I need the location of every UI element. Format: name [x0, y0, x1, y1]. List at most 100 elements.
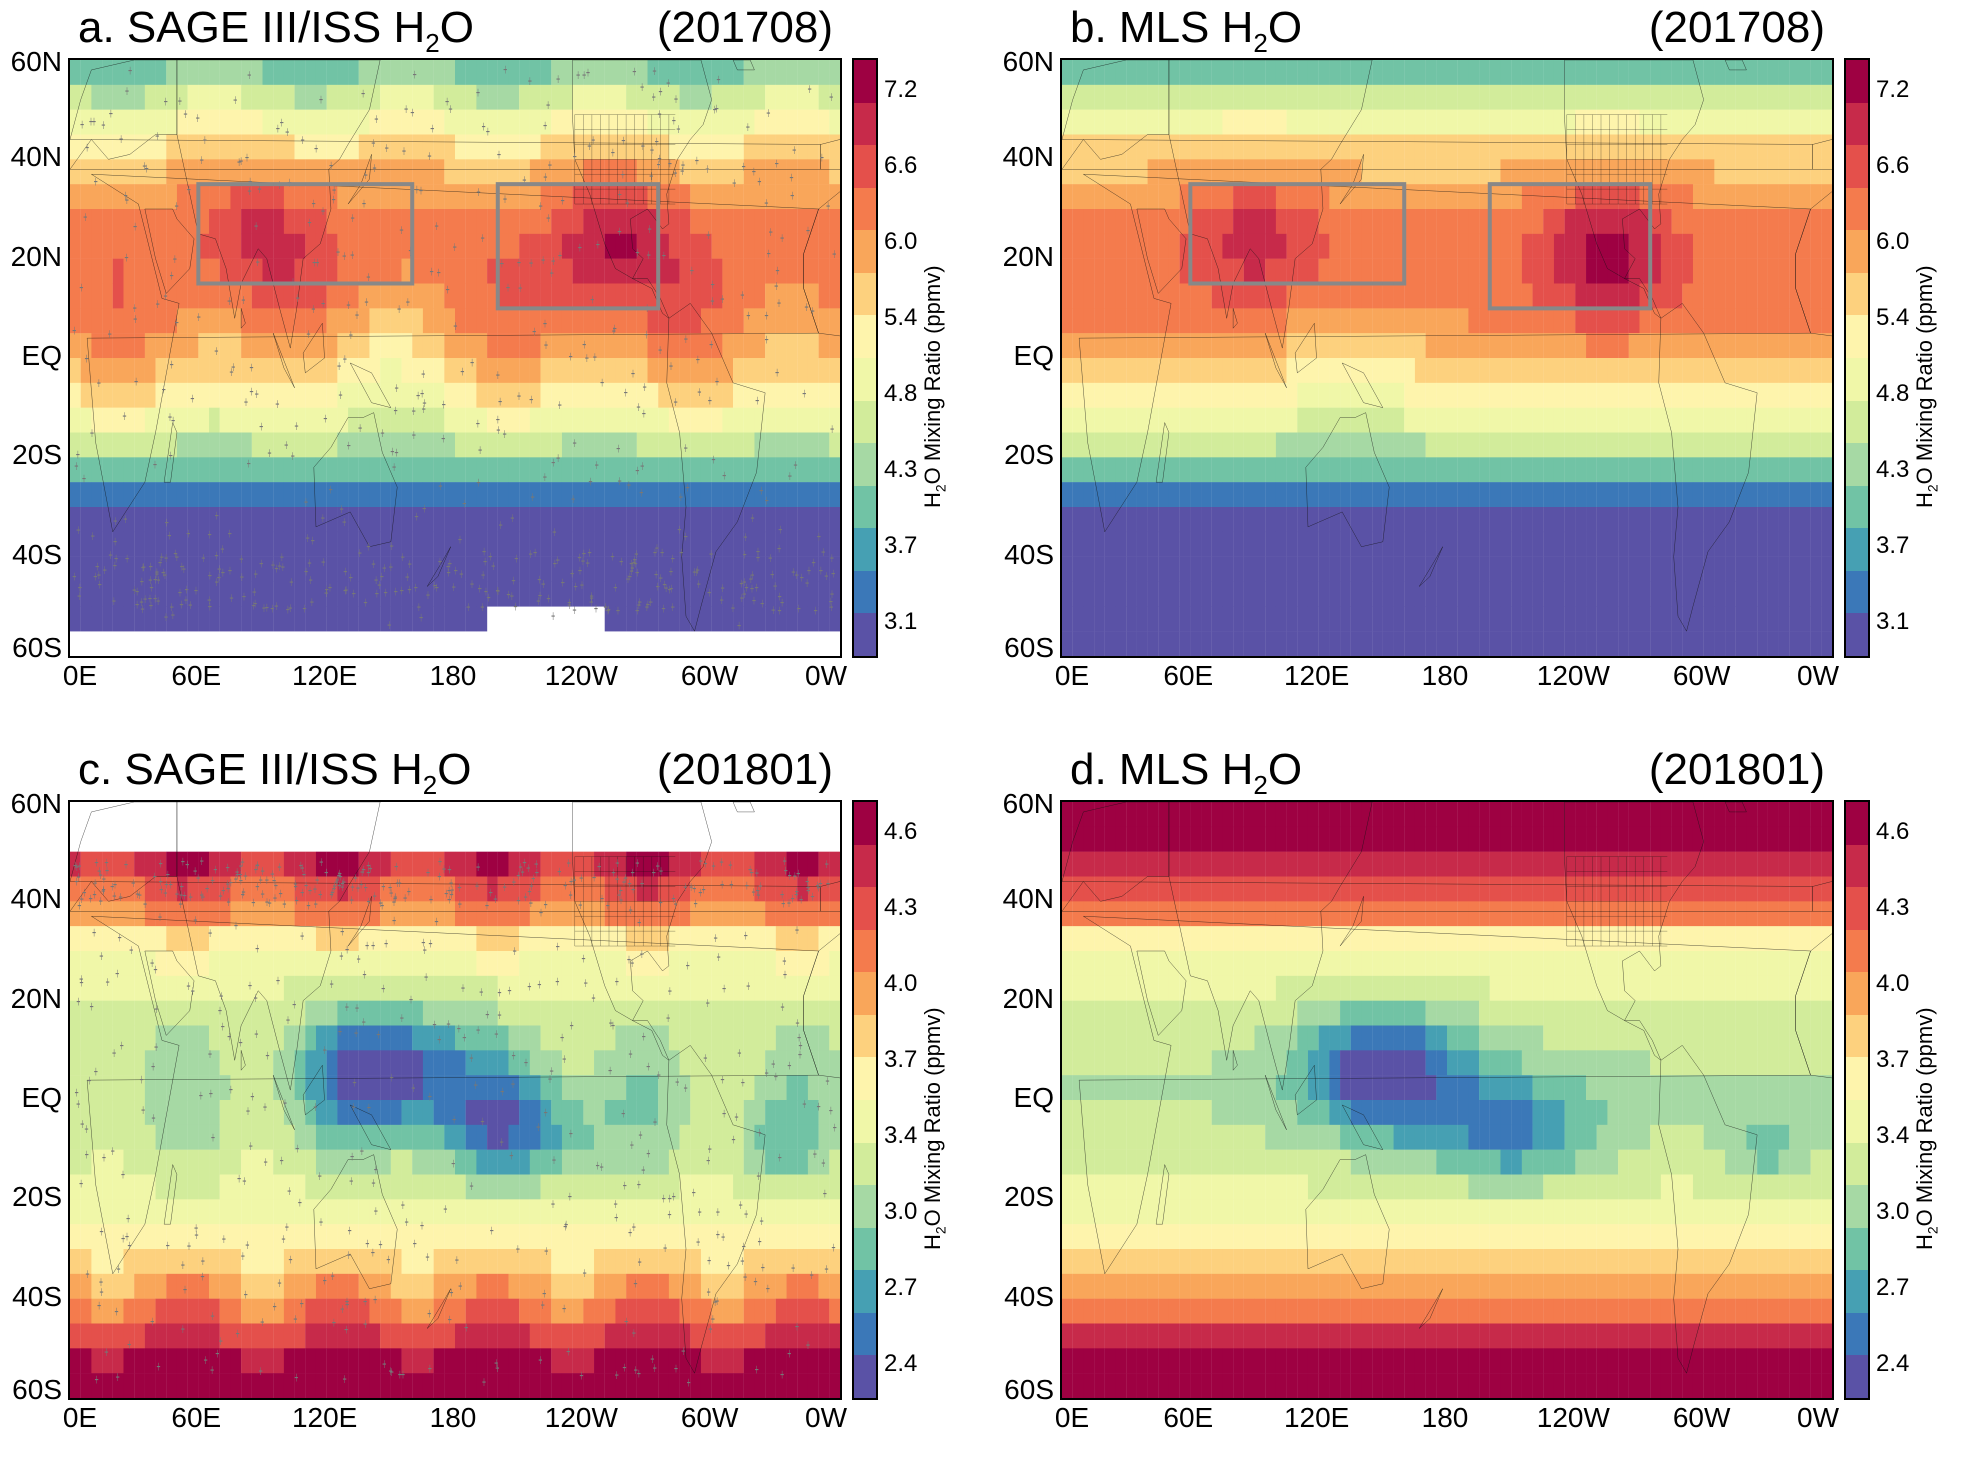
contour-cell: [829, 308, 840, 333]
contour-cell: [648, 901, 659, 926]
contour-cell: [1137, 234, 1148, 259]
y-tick-label: 40S: [0, 541, 62, 569]
contour-cell: [1265, 159, 1276, 184]
contour-cell: [530, 1075, 541, 1100]
sample-point: +: [79, 279, 83, 297]
sample-point: +: [387, 616, 391, 634]
contour-cell: [1148, 482, 1159, 507]
contour-cell: [1511, 582, 1522, 607]
contour-cell: [369, 507, 380, 532]
contour-cell: [498, 482, 509, 507]
contour-cell: [1201, 606, 1212, 631]
contour-cell: [797, 85, 808, 110]
contour-cell: [391, 1100, 402, 1125]
contour-cell: [188, 358, 199, 383]
contour-cell: [476, 159, 487, 184]
sample-point: +: [371, 134, 375, 152]
contour-cell: [1201, 85, 1212, 110]
contour-cell: [1094, 383, 1105, 408]
contour-cell: [1297, 85, 1308, 110]
sample-point: +: [684, 528, 688, 546]
contour-cell: [1800, 383, 1811, 408]
contour-cell: [1255, 582, 1266, 607]
contour-cell: [1821, 284, 1832, 309]
contour-cell: [1736, 284, 1747, 309]
sample-point: +: [435, 217, 439, 235]
contour-cell: [1233, 159, 1244, 184]
contour-cell: [188, 482, 199, 507]
contour-cell: [541, 1001, 552, 1026]
contour-cell: [1693, 631, 1704, 656]
contour-cell: [1746, 631, 1757, 656]
contour-cell: [1297, 135, 1308, 160]
contour-cell: [1468, 284, 1479, 309]
contour-cell: [1383, 159, 1394, 184]
contour-cell: [1180, 135, 1191, 160]
contour-cell: [808, 135, 819, 160]
contour-cell: [519, 110, 530, 135]
contour-cell: [1725, 433, 1736, 458]
sample-point: +: [625, 194, 629, 212]
contour-cell: [1265, 234, 1276, 259]
contour-cell: [295, 358, 306, 383]
contour-cell: [1511, 408, 1522, 433]
sample-point: +: [764, 194, 768, 212]
contour-cell: [1190, 85, 1201, 110]
contour-cell: [1244, 557, 1255, 582]
sample-point: +: [187, 181, 191, 199]
contour-cell: [1554, 482, 1565, 507]
sample-point: +: [643, 378, 647, 396]
sample-point: +: [374, 110, 378, 128]
sample-point: +: [462, 495, 466, 513]
contour-cell: [1436, 284, 1447, 309]
contour-cell: [1522, 110, 1533, 135]
sample-point: +: [481, 229, 485, 247]
contour-cell: [1426, 184, 1437, 209]
contour-cell: [1297, 234, 1308, 259]
contour-cell: [722, 901, 733, 926]
sample-point: +: [291, 447, 295, 465]
sample-point: +: [336, 243, 340, 261]
contour-cell: [541, 852, 552, 877]
contour-cell: [1073, 159, 1084, 184]
contour-cell: [1490, 606, 1501, 631]
contour-cell: [1351, 259, 1362, 284]
contour-cell: [316, 1001, 327, 1026]
contour-cell: [1565, 159, 1576, 184]
contour-cell: [444, 358, 455, 383]
contour-cell: [1329, 60, 1340, 85]
contour-cell: [1394, 631, 1405, 656]
colorbar-segment: [1846, 103, 1868, 146]
contour-cell: [829, 877, 840, 902]
contour-cell: [605, 433, 616, 458]
contour-cell: [444, 976, 455, 1001]
contour-cell: [1148, 209, 1159, 234]
sample-point: +: [618, 472, 622, 490]
contour-cell: [1522, 259, 1533, 284]
contour-cell: [1565, 582, 1576, 607]
contour-cell: [1811, 482, 1822, 507]
contour-cell: [369, 457, 380, 482]
contour-cell: [583, 1026, 594, 1051]
contour-cell: [1714, 606, 1725, 631]
sample-point: +: [329, 481, 333, 499]
contour-cell: [1800, 582, 1811, 607]
contour-cell: [1458, 135, 1469, 160]
contour-cell: [626, 209, 637, 234]
contour-cell: [327, 259, 338, 284]
contour-cell: [594, 308, 605, 333]
contour-cell: [1372, 110, 1383, 135]
contour-cell: [1383, 532, 1394, 557]
colorbar-segment: [1846, 188, 1868, 231]
contour-cell: [1682, 507, 1693, 532]
contour-cell: [1287, 532, 1298, 557]
sample-point: +: [382, 559, 386, 577]
contour-cell: [1522, 507, 1533, 532]
contour-cell: [573, 383, 584, 408]
sample-point: +: [119, 130, 123, 148]
contour-cell: [455, 159, 466, 184]
contour-cell: [722, 135, 733, 160]
contour-cell: [1436, 383, 1447, 408]
contour-cell: [1351, 135, 1362, 160]
contour-cell: [1212, 60, 1223, 85]
